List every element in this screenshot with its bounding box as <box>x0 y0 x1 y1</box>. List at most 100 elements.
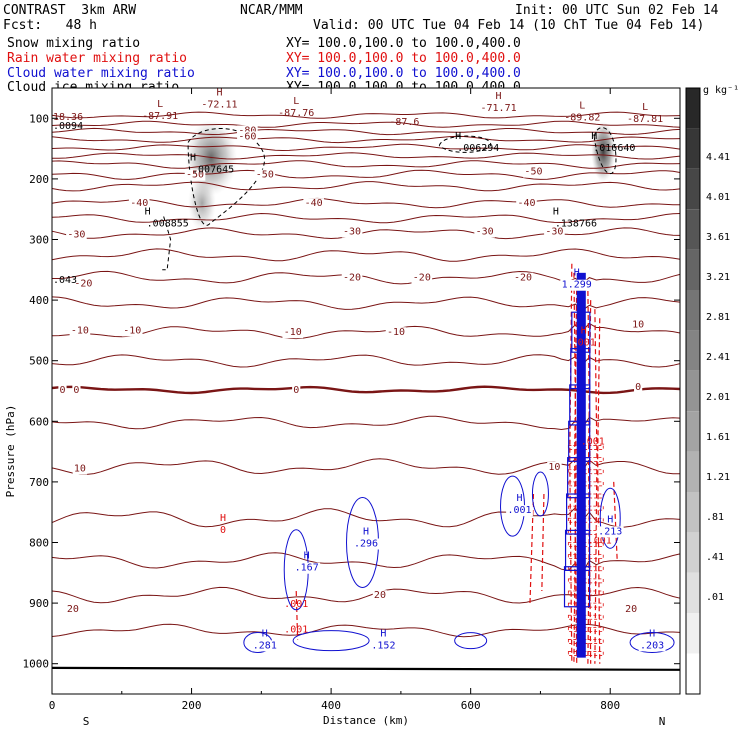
y-tick-label: 900 <box>29 597 49 610</box>
cloud-water-extremum-value: .167 <box>295 563 319 574</box>
temperature-contour-label: -20 <box>343 273 361 284</box>
cloud-water-contour <box>563 566 591 608</box>
temperature-contour-label: -40 <box>130 198 148 209</box>
temperature-contour-line <box>51 135 681 144</box>
label-bg <box>184 169 206 181</box>
colorbar: g kg⁻¹ 4.41 4.01 3.61 3.21 2.81 2.41 2.01 1.61 1.… <box>685 85 739 695</box>
temperature-contour-label: -50 <box>256 170 274 181</box>
colorbar-segment <box>686 168 700 210</box>
init-time: Init: 00 UTC Sun 02 Feb 14 <box>515 3 719 18</box>
rain-extremum-value: .001 <box>572 337 596 348</box>
temperature-contour-label: -20 <box>514 273 532 284</box>
field-rain-xy: XY= 100.0,100.0 to 100.0,400.0 <box>286 51 521 66</box>
cloud-water-contour <box>567 457 591 499</box>
temperature-contour-line <box>51 296 681 311</box>
temperature-extremum-value: -87.81 <box>627 114 663 125</box>
cloud-ice-contour <box>162 216 172 271</box>
label-bg <box>237 125 258 137</box>
label-bg <box>630 319 646 331</box>
temperature-contour-label: -20 <box>74 279 92 290</box>
temperature-contour-label: -20 <box>413 273 431 284</box>
cloud-water-contour <box>292 630 370 652</box>
rain-extremum-marker: H <box>220 513 226 524</box>
temperature-contour-label: -80 <box>238 125 256 136</box>
cloud-ice-extremum-value: .016640 <box>593 143 635 154</box>
field-snow-label: Snow mixing ratio <box>7 36 141 51</box>
snow-shade-blob <box>188 175 217 232</box>
temperature-contour-line <box>51 111 681 119</box>
label-bg <box>293 562 321 574</box>
label-bg <box>65 604 81 616</box>
cloud-water-extremum-marker: H <box>574 268 580 279</box>
temperature-contour-label: 20 <box>374 590 386 601</box>
temperature-extremum-value: -71.71 <box>481 103 517 114</box>
temperature-contour-line <box>51 169 681 180</box>
y-tick-label: 100 <box>29 112 49 125</box>
temperature-contour-line <box>51 143 681 152</box>
label-bg <box>523 166 544 178</box>
y-tick-label: 500 <box>29 355 49 368</box>
valid-time: Valid: 00 UTC Tue 04 Feb 14 (10 ChT Tue … <box>313 18 705 33</box>
colorbar-unit: g kg⁻¹ <box>703 85 739 96</box>
x-tick-label: 400 <box>321 699 341 712</box>
temperature-contour-label: -50 <box>524 167 542 178</box>
cloud-ice-extremum-marker: H <box>591 131 597 142</box>
temperature-extremum-value: -87.76 <box>278 108 314 119</box>
rain-water-contour <box>613 481 618 561</box>
label-bg <box>506 505 533 517</box>
label-bg <box>474 226 495 238</box>
temperature-contour-label: 10 <box>74 464 86 475</box>
colorbar-label: 4.01 <box>706 192 730 203</box>
forecast-hour: Fcst: 48 h <box>3 18 97 33</box>
label-bg <box>66 229 87 241</box>
temperature-contour-label: 20 <box>67 604 79 615</box>
cloud-water-extremum-marker: H <box>649 628 655 639</box>
rain-extremum-value: .001 <box>284 625 308 636</box>
temperature-extremum-value: -72.11 <box>201 100 237 111</box>
rain-extremum-value: .001 <box>588 535 612 546</box>
temperature-contour-label: -30 <box>545 227 563 238</box>
cloud-ice-extremum-marker: H <box>190 153 196 164</box>
cloud-ice-extremum-value: .007645 <box>192 165 234 176</box>
cloud-water-extremum-value: .281 <box>253 640 277 651</box>
temperature-contour-label: 0 <box>59 385 65 396</box>
cloud-water-contour <box>566 493 591 535</box>
temperature-contour-label: -30 <box>476 227 494 238</box>
temperature-contour-line <box>51 248 681 262</box>
temperature-contour-label: -10 <box>284 327 302 338</box>
axes: 0 200 400 600 800100200300400500600700800900… <box>4 87 681 728</box>
temperature-contour-line <box>51 322 681 340</box>
cloud-water-extremum-value: .203 <box>640 640 664 651</box>
colorbar-label: 3.21 <box>706 272 730 283</box>
temperature-contour-line <box>51 181 681 192</box>
org-label: NCAR/MMM <box>240 3 303 18</box>
plot-frame <box>51 87 681 695</box>
temperature-contour-label: 20 <box>625 604 637 615</box>
field-snow-xy: XY= 100.0,100.0 to 100.0,400.0 <box>286 36 521 51</box>
cloud-ice-contour <box>438 135 491 153</box>
colorbar-label: 2.41 <box>706 352 730 363</box>
temperature-contour-label: 0 <box>635 382 641 393</box>
temperature-contour-line <box>51 212 681 224</box>
cloud-ice-extremum-value: .008855 <box>147 219 189 230</box>
colorbar-segment <box>686 370 700 412</box>
rain-extremum-value: .001 <box>581 437 605 448</box>
cloud-water-extremum-marker: H <box>380 628 386 639</box>
temperature-contour-line <box>51 152 681 160</box>
field-cloud-water-label: Cloud water mixing ratio <box>7 66 195 81</box>
rain-extremum-value: .001 <box>284 599 308 610</box>
rain-water-contour <box>541 494 545 591</box>
label-bg <box>341 226 363 238</box>
label-bg <box>638 640 666 652</box>
colorbar-label: 4.41 <box>706 152 730 163</box>
colorbar-segment <box>686 209 700 250</box>
snow-shade-blob <box>591 121 616 182</box>
cloud-water-contour <box>599 487 621 549</box>
colorbar-label: 2.81 <box>706 312 730 323</box>
colorbar-label: 1.21 <box>706 472 730 483</box>
temperature-contour-label: -30 <box>343 227 361 238</box>
colorbar-segment <box>686 411 700 452</box>
field-rain-label: Rain water mixing ratio <box>7 51 188 66</box>
surface-line <box>51 666 681 671</box>
